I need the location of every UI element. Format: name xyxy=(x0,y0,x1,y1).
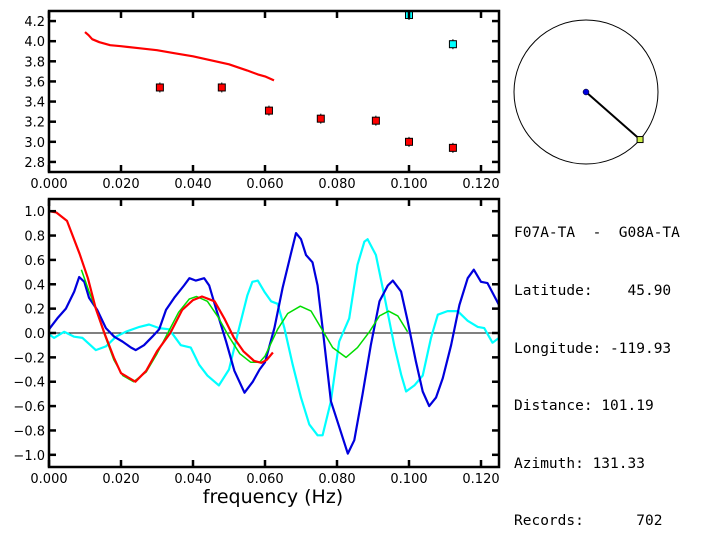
x-tick-label: 0.080 xyxy=(318,177,355,192)
x-tick-label: 0.020 xyxy=(102,177,139,192)
y-tick-label: 3.2 xyxy=(24,116,45,131)
series-line-red xyxy=(48,210,274,383)
latitude-row: Latitude: 45.90 xyxy=(514,282,680,301)
azimuth-value: 131.33 xyxy=(592,455,645,472)
y-tick-label: 4.0 xyxy=(24,35,45,50)
records-label: Records: xyxy=(514,513,584,530)
station-pair: F07A-TA - G08A-TA xyxy=(514,225,680,242)
coherency-plot: 0.000 0.020 0.040 0.060 0.080 0.100 0.120 −1.0 −… xyxy=(13,197,501,487)
latitude-label: Latitude: xyxy=(514,283,593,299)
x-tick-label: 0.060 xyxy=(246,472,283,487)
y-tick-label: −0.8 xyxy=(13,424,45,439)
y-tick-label: 0.0 xyxy=(24,327,45,342)
figure-canvas: 0.000 0.020 0.040 0.060 0.080 0.100 0.120 2.8 3.… xyxy=(13,9,659,508)
longitude-row: Longitude: -119.93 xyxy=(514,340,680,359)
longitude-label: Longitude: xyxy=(514,340,602,357)
x-tick-label: 0.080 xyxy=(318,472,355,487)
plot-frame xyxy=(47,9,501,174)
y-tick-label: 0.2 xyxy=(24,303,45,318)
azimuth-map xyxy=(513,19,659,165)
distance-label: Distance: xyxy=(514,398,593,415)
y-tick-label: 0.8 xyxy=(24,230,45,245)
azimuth-row: Azimuth: 131.33 xyxy=(514,455,680,474)
x-tick-label: 0.020 xyxy=(102,472,139,487)
x-tick-label: 0.060 xyxy=(246,177,283,192)
azimuth-circle xyxy=(513,19,659,165)
y-tick-label: 3.0 xyxy=(24,136,45,151)
x-tick-label: 0.000 xyxy=(30,472,67,487)
data-point-red xyxy=(155,83,164,92)
distance-row: Distance: 101.19 xyxy=(514,397,680,416)
y-tick-label: −0.6 xyxy=(13,400,45,415)
y-tick-label: 1.0 xyxy=(24,205,45,220)
data-point-red xyxy=(316,114,325,123)
data-point-red xyxy=(405,137,413,146)
data-point-red xyxy=(448,143,457,152)
latitude-value: 45.90 xyxy=(627,283,672,299)
x-tick-label: 0.000 xyxy=(30,177,67,192)
azimuth-label: Azimuth: xyxy=(514,455,584,472)
y-tick-label: −1.0 xyxy=(13,449,45,464)
y-tick-label: −0.2 xyxy=(13,351,45,366)
destination-station-marker xyxy=(636,136,644,144)
data-point-red xyxy=(264,106,273,115)
y-tick-label: 0.6 xyxy=(24,254,45,269)
station-info-panel: F07A-TA - G08A-TA Latitude: 45.90 Longit… xyxy=(514,186,680,551)
series-line-red xyxy=(84,31,275,82)
y-tick-label: 3.8 xyxy=(24,55,45,70)
data-point-red xyxy=(217,83,226,92)
y-tick-label: 4.2 xyxy=(24,15,45,30)
x-tick-label: 0.040 xyxy=(174,472,211,487)
y-tick-label: 3.4 xyxy=(24,96,45,111)
y-tick-label: 0.4 xyxy=(24,278,45,293)
y-tick-label: −0.4 xyxy=(13,376,45,391)
x-tick-label: 0.100 xyxy=(390,177,427,192)
azimuth-line xyxy=(585,91,641,141)
origin-station-marker xyxy=(582,88,590,96)
data-point-red xyxy=(371,116,380,125)
series-line-green xyxy=(80,269,409,383)
y-tick-label: 3.6 xyxy=(24,75,45,90)
distance-value: 101.19 xyxy=(601,398,654,415)
records-value: 702 xyxy=(636,513,663,530)
x-tick-label: 0.040 xyxy=(174,177,211,192)
longitude-value: -119.93 xyxy=(610,340,672,357)
x-tick-label: 0.120 xyxy=(462,177,499,192)
records-row: Records: 702 xyxy=(514,512,680,531)
y-tick-label: 2.8 xyxy=(24,156,45,171)
x-tick-label: 0.100 xyxy=(390,472,427,487)
x-tick-label: 0.120 xyxy=(462,472,499,487)
series-line-blue xyxy=(48,232,500,455)
data-point-cyan xyxy=(448,40,457,49)
x-axis-label: frequency (Hz) xyxy=(203,486,343,508)
dispersion-plot: 0.000 0.020 0.040 0.060 0.080 0.100 0.120 2.8 3.… xyxy=(24,9,501,192)
series-line-cyan xyxy=(48,238,500,437)
